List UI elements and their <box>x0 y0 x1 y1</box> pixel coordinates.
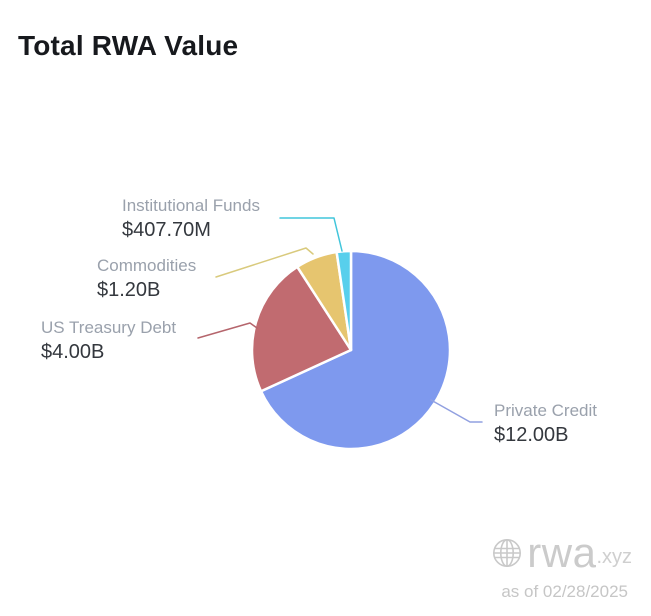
leader-line-us-treasury-debt <box>197 322 258 339</box>
leader-line-commodities <box>215 247 314 278</box>
slice-value: $4.00B <box>41 341 105 363</box>
pie-slices <box>250 249 452 451</box>
globe-icon <box>493 539 522 567</box>
pie-slice-institutional-funds[interactable] <box>335 249 353 352</box>
leader-line-institutional-funds <box>279 217 343 252</box>
label-block-private-credit: Private Credit $12.00B <box>494 401 597 447</box>
slice-label: Commodities <box>97 256 197 275</box>
pie-slice-private-credit[interactable] <box>259 249 452 451</box>
label-block-commodities: Commodities $1.20B <box>97 256 196 302</box>
as-of-date: as of 02/28/2025 <box>501 582 628 601</box>
watermark: rwa .xyz <box>492 529 632 576</box>
label-block-institutional-funds: Institutional Funds $407.70M <box>122 196 260 242</box>
pie-slice-us-treasury-debt[interactable] <box>250 265 353 393</box>
slice-value: $12.00B <box>494 424 569 446</box>
slice-value: $407.70M <box>122 219 211 241</box>
slice-label: Private Credit <box>494 401 597 420</box>
brand-suffix-text: .xyz <box>596 546 632 568</box>
label-block-us-treasury-debt: US Treasury Debt $4.00B <box>41 318 176 364</box>
leader-line-private-credit <box>430 399 483 423</box>
brand-text: rwa <box>527 529 597 576</box>
slice-value: $1.20B <box>97 279 161 301</box>
slice-label: Institutional Funds <box>122 196 260 215</box>
chart-title: Total RWA Value <box>18 30 239 61</box>
slice-label: US Treasury Debt <box>41 318 177 337</box>
